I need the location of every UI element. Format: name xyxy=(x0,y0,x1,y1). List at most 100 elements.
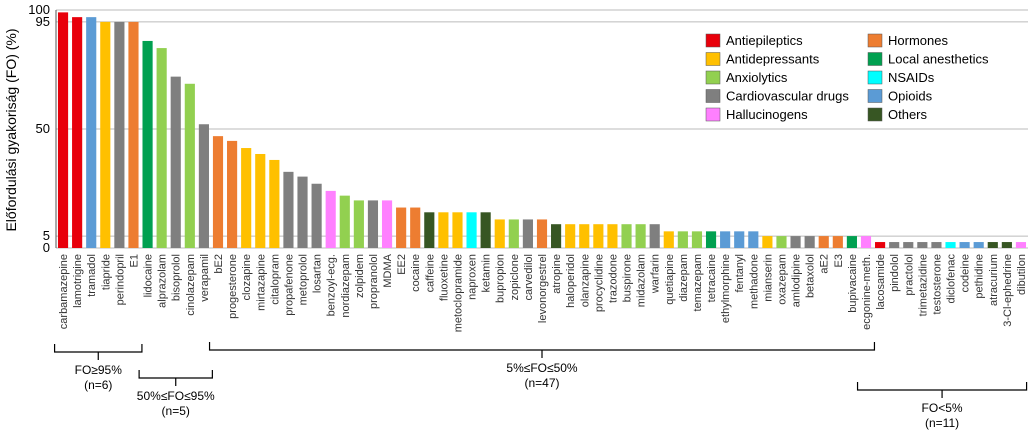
x-tick-label: midazolam xyxy=(636,254,648,307)
bar xyxy=(114,21,125,249)
group-count: (n=5) xyxy=(162,404,190,418)
bar xyxy=(184,83,195,248)
x-tick-label: EE2 xyxy=(396,254,408,275)
x-tick-label: bisoprolol xyxy=(171,254,183,301)
bar xyxy=(424,212,435,248)
group-count: (n=11) xyxy=(925,416,959,430)
legend-swatch xyxy=(867,33,883,48)
x-tick-label: trimetazidine xyxy=(917,254,929,316)
bar xyxy=(663,231,674,248)
bar xyxy=(86,17,97,248)
x-tick-label: cocaine xyxy=(410,254,422,292)
bar xyxy=(691,231,703,248)
x-tick-label: alprazolam xyxy=(157,254,169,308)
legend-swatch xyxy=(705,70,721,85)
y-tick-label: 0 xyxy=(43,240,50,255)
x-tick-label: levonorgestrel xyxy=(537,254,549,323)
group-bracket xyxy=(138,370,213,386)
bar xyxy=(748,231,759,248)
bar xyxy=(903,242,914,248)
bar xyxy=(367,200,379,248)
bar xyxy=(931,242,942,248)
group-label: FO<5% xyxy=(922,401,963,415)
bar xyxy=(100,21,111,249)
bar xyxy=(508,219,519,248)
bar xyxy=(734,231,745,248)
x-tick-label: atropine xyxy=(551,254,563,294)
bar xyxy=(438,212,449,248)
x-tick-label: methadone xyxy=(748,254,760,309)
bar xyxy=(480,212,491,248)
bar xyxy=(1001,242,1012,248)
bar xyxy=(889,242,900,248)
x-tick-label: diazepam xyxy=(678,254,690,302)
x-tick-label: quetiapine xyxy=(664,254,676,305)
bar xyxy=(593,224,604,248)
legend-swatch xyxy=(867,70,883,85)
x-tick-label: clozapine xyxy=(241,254,253,300)
group-bracket xyxy=(856,382,1028,398)
x-tick-label: codeine xyxy=(960,254,972,293)
bar xyxy=(452,212,463,248)
bar xyxy=(860,236,872,248)
x-tick-label: verapamil xyxy=(199,254,211,302)
x-tick-label: lacosamide xyxy=(875,254,887,310)
x-tick-label: bE2 xyxy=(213,254,225,274)
bar xyxy=(311,183,322,248)
bar xyxy=(959,242,970,248)
x-tick-label: oxazepam xyxy=(776,254,788,305)
bar xyxy=(987,242,998,248)
group-label: 50%≤FO≤95% xyxy=(137,389,215,403)
y-tick-label: 100 xyxy=(28,2,50,17)
bar xyxy=(705,231,717,248)
x-tick-label: ethylmorphine xyxy=(720,254,732,323)
bar xyxy=(255,153,266,248)
bar xyxy=(804,236,815,248)
x-tick-label: caffeine xyxy=(424,254,436,292)
bar xyxy=(128,21,139,249)
legend-label: Antidepressants xyxy=(726,52,820,67)
bar xyxy=(466,212,477,248)
x-tick-label: atracurium xyxy=(988,254,1000,306)
x-tick-label: fentanyl xyxy=(734,254,746,293)
legend-label: Hallucinogens xyxy=(726,107,808,122)
bar xyxy=(142,40,153,248)
legend-swatch xyxy=(705,33,721,48)
x-tick-label: testosterone xyxy=(931,254,943,315)
group-count: (n=47) xyxy=(524,376,559,390)
x-tick-label: fluoxetine xyxy=(438,254,450,301)
bar xyxy=(565,224,576,248)
x-tick-label: pindolol xyxy=(889,254,901,292)
bar xyxy=(973,242,984,248)
legend-label: Hormones xyxy=(888,33,948,48)
x-tick-label: lamotrigine xyxy=(72,254,84,308)
legend-swatch xyxy=(705,52,721,66)
bar xyxy=(945,242,956,248)
legend-swatch xyxy=(705,89,721,103)
bar xyxy=(832,236,843,248)
bar xyxy=(57,12,69,248)
y-tick-label: 5 xyxy=(43,228,50,243)
bar xyxy=(283,171,294,248)
legend-label: Cardiovascular drugs xyxy=(726,89,849,104)
bar xyxy=(776,236,787,248)
x-tick-label: metoclopramide xyxy=(452,254,464,332)
bar xyxy=(790,236,801,248)
y-tick-label: 95 xyxy=(36,14,50,29)
x-tick-label: dibutilon xyxy=(1016,254,1028,295)
x-tick-label: citalopram xyxy=(269,254,281,305)
x-tick-label: procyclidine xyxy=(593,254,605,312)
bar xyxy=(818,236,829,248)
bar xyxy=(551,224,562,248)
x-tick-label: temazepam xyxy=(692,254,704,311)
group-label: 5%≤FO≤50% xyxy=(506,361,578,375)
bar xyxy=(353,200,364,248)
x-tick-label: cinolazepam xyxy=(185,254,197,316)
x-tick-label: zolpidem xyxy=(354,254,366,298)
bar xyxy=(635,224,646,248)
x-tick-label: bupivacaine xyxy=(847,254,859,313)
group-label: FO≥95% xyxy=(75,363,123,377)
x-tick-label: propranolol xyxy=(368,254,380,309)
legend-label: Opioids xyxy=(888,89,933,104)
